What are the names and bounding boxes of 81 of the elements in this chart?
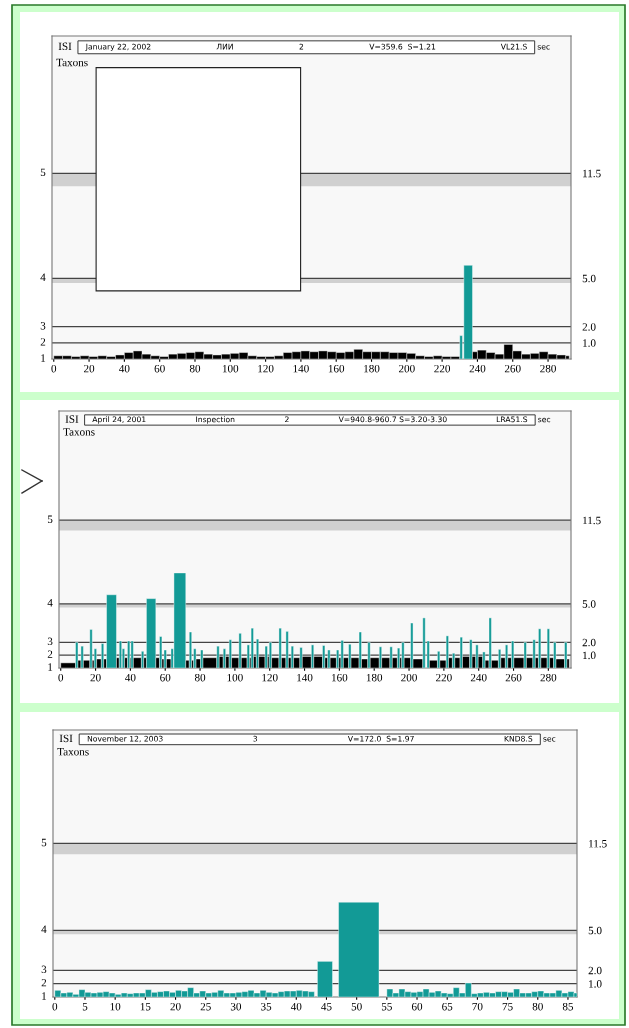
x-tick-label: 200 [401,673,417,682]
x-tick-label: 65 [442,1002,453,1011]
text: 4 [41,925,47,933]
text: 4 [47,599,53,607]
text: 4 [40,273,46,281]
y-tick-label: 11.5 [583,169,601,178]
y-tick-label: 1.0 [589,980,602,988]
x-tick-label: 260 [504,364,521,373]
x-tick-label: 20 [170,1002,181,1011]
x-tick-label: 80 [189,364,201,373]
x-tick-label: 140 [293,364,309,373]
x-tick-label: 35 [261,1002,272,1011]
x-tick-label: 240 [470,673,487,682]
x-tick-label: 30 [230,1002,242,1011]
x-tick-label: 80 [194,673,206,682]
text: 1 [41,354,46,362]
annotation: ISI [59,734,73,743]
annotation: ISI [65,415,79,423]
y-tick-label: 5.0 [582,600,596,608]
x-tick-label: 50 [351,1002,362,1011]
x-tick-label: 60 [160,673,171,682]
x-tick-label: 10 [110,1002,121,1011]
x-tick-label: 55 [381,1002,392,1011]
y-tick-label: 11.5 [583,516,601,525]
x-tick-label: 20 [90,673,101,682]
y-tick-label: 5.0 [588,926,602,935]
x-tick-label: 200 [398,364,415,373]
y-tick-label: 2.0 [582,638,596,647]
x-tick-label: 120 [262,673,278,682]
y-tick-label: 1.0 [583,651,596,660]
x-tick-label: 40 [290,1002,302,1011]
x-tick-label: 70 [472,1002,483,1011]
x-tick-label: 220 [436,673,452,682]
text: 2 [47,650,53,658]
x-tick-label: 0 [52,1002,58,1011]
x-tick-label: 20 [84,364,95,373]
x-tick-label: 160 [332,673,348,682]
x-tick-label: 60 [154,364,165,373]
x-tick-label: 160 [328,364,345,373]
x-tick-label: 80 [532,1002,543,1011]
x-tick-label: 240 [469,364,486,373]
text: 5 [40,168,46,177]
y-axis-title: Taxons [57,748,89,756]
y-tick-label: 1.0 [583,339,596,347]
x-tick-label: 180 [364,364,380,373]
x-tick-label: 5 [82,1002,88,1011]
text: 3 [40,322,46,330]
text: 2 [41,978,47,987]
x-tick-label: 280 [540,364,556,373]
x-tick-label: 140 [297,673,313,682]
x-tick-label: 280 [540,673,557,682]
x-tick-label: 75 [502,1002,513,1011]
text: 2 [40,338,46,346]
x-tick-label: 0 [58,673,64,682]
x-tick-label: 180 [366,673,383,682]
x-tick-label: 40 [119,364,130,373]
text: 3 [41,965,47,974]
y-tick-label: 11.5 [589,839,607,848]
x-tick-label: 260 [505,673,522,682]
text: 5 [41,838,47,847]
x-tick-label: 60 [411,1002,423,1011]
x-tick-label: 120 [258,364,274,373]
y-axis-title: Taxons [56,58,88,67]
x-tick-label: 100 [222,364,239,373]
x-tick-label: 40 [125,673,136,682]
x-tick-label: 85 [562,1002,574,1011]
y-tick-label: 5.0 [582,274,596,283]
y-tick-label: 2.0 [588,966,602,975]
text: 3 [47,637,53,646]
x-tick-label: 15 [140,1002,151,1011]
y-axis-title: Taxons [63,428,95,436]
y-tick-label: 2.0 [582,323,596,331]
x-tick-label: 25 [200,1002,211,1011]
x-tick-label: 0 [51,364,57,373]
annotation: ISI [58,42,72,51]
x-tick-label: 100 [227,673,243,682]
text: 1 [42,992,47,1000]
text: 5 [47,515,53,524]
x-tick-label: 220 [434,364,451,373]
text: 1 [48,663,53,671]
x-tick-label: 45 [321,1002,332,1011]
